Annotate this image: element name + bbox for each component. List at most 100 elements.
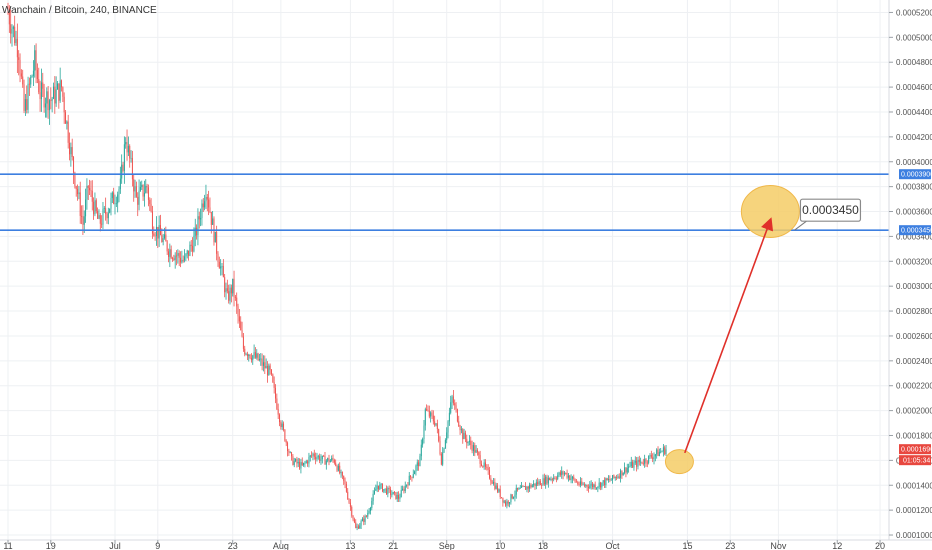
level-price-tag bbox=[899, 169, 931, 180]
candle-body bbox=[126, 142, 128, 153]
candle-body bbox=[463, 432, 465, 440]
candle-body bbox=[462, 429, 464, 440]
price-tick-label: 0.0002800 bbox=[896, 307, 932, 316]
candle-body bbox=[629, 466, 631, 467]
candle-body bbox=[71, 147, 73, 158]
candle-body bbox=[111, 192, 113, 199]
candle-body bbox=[31, 75, 33, 77]
candle-body bbox=[110, 198, 112, 209]
candle-body bbox=[26, 99, 28, 110]
candle-body bbox=[489, 470, 490, 479]
candle-body bbox=[368, 510, 370, 513]
candle-body bbox=[498, 489, 500, 492]
time-tick-label: Sep bbox=[439, 541, 455, 550]
candle-body bbox=[24, 99, 26, 111]
candle-body bbox=[356, 526, 358, 528]
candle-body bbox=[404, 485, 406, 492]
candle-body bbox=[248, 354, 250, 357]
candle-body bbox=[594, 484, 596, 489]
candle-body bbox=[58, 83, 60, 101]
candle-body bbox=[51, 98, 53, 101]
time-tick-label: 19 bbox=[46, 541, 56, 550]
candle-body bbox=[121, 164, 123, 179]
target-highlight-circle[interactable] bbox=[740, 185, 800, 239]
candle-body bbox=[345, 483, 347, 492]
candle-body bbox=[375, 489, 377, 491]
candle-body bbox=[542, 478, 544, 486]
candle-body bbox=[661, 451, 663, 453]
candle-body bbox=[456, 409, 458, 422]
target-arrow[interactable] bbox=[684, 217, 774, 454]
candle-body bbox=[555, 478, 557, 480]
candle-body bbox=[174, 255, 176, 260]
candle-body bbox=[614, 477, 616, 478]
candle-body bbox=[335, 462, 337, 466]
candle-body bbox=[420, 444, 422, 457]
candle-body bbox=[483, 462, 485, 467]
candle-body bbox=[618, 476, 620, 478]
candle-body bbox=[237, 306, 239, 317]
candle-body bbox=[300, 462, 302, 469]
candle-body bbox=[257, 353, 259, 361]
candle-body bbox=[605, 478, 607, 486]
candle-body bbox=[575, 481, 577, 483]
candle-body bbox=[392, 492, 394, 495]
price-tick-label: 0.0004600 bbox=[896, 83, 932, 92]
candle-body bbox=[52, 86, 54, 99]
candle-body bbox=[414, 471, 416, 475]
candle-body bbox=[468, 440, 470, 442]
candle-body bbox=[135, 186, 137, 197]
candle-body bbox=[383, 489, 385, 492]
candle-body bbox=[431, 412, 433, 416]
candle-body bbox=[63, 96, 65, 113]
candle-body bbox=[99, 215, 101, 224]
candle-body bbox=[157, 226, 159, 239]
candle-body bbox=[353, 519, 355, 523]
candle-body bbox=[430, 412, 432, 417]
candle-body bbox=[170, 249, 172, 259]
candle-body bbox=[652, 457, 654, 460]
candle-body bbox=[333, 459, 335, 463]
time-tick-label: Aug bbox=[273, 541, 289, 550]
callout-box[interactable] bbox=[799, 198, 862, 222]
level-price-tag-label: 0.0003900 bbox=[901, 172, 932, 179]
candle-body bbox=[602, 480, 604, 483]
candle-body bbox=[517, 487, 519, 490]
candle-body bbox=[217, 253, 219, 262]
candle-body bbox=[545, 476, 547, 485]
candle-body bbox=[604, 480, 606, 486]
candle-body bbox=[574, 478, 576, 482]
candle-body bbox=[424, 409, 426, 426]
candle-body bbox=[165, 234, 167, 242]
candle-body bbox=[501, 497, 503, 498]
countdown-tag-label: 01:05:34 bbox=[903, 458, 930, 465]
candle-body bbox=[377, 485, 379, 490]
start-highlight-circle[interactable] bbox=[664, 449, 694, 475]
candle-body bbox=[158, 225, 160, 239]
candle-body bbox=[646, 462, 648, 464]
candle-body bbox=[499, 489, 501, 498]
candle-body bbox=[214, 231, 216, 243]
candle-body bbox=[38, 79, 40, 93]
candle-body bbox=[275, 387, 276, 399]
candle-body bbox=[455, 405, 457, 410]
candle-body bbox=[665, 449, 667, 455]
candle-body bbox=[143, 192, 145, 197]
candle-body bbox=[209, 207, 211, 213]
candle-body bbox=[373, 490, 375, 494]
candle-body bbox=[14, 26, 16, 44]
price-tick-label: 0.0003400 bbox=[896, 232, 932, 241]
candle-body bbox=[539, 481, 541, 486]
candle-body bbox=[10, 24, 12, 34]
candle-body bbox=[364, 515, 366, 522]
candle-body bbox=[648, 455, 650, 463]
candle-body bbox=[630, 461, 632, 467]
candle-body bbox=[355, 522, 357, 528]
chart-title: Wanchain / Bitcoin, 240, BINANCE bbox=[2, 5, 157, 16]
candle-body bbox=[551, 478, 553, 480]
candle-body bbox=[494, 482, 496, 489]
candle-body bbox=[523, 486, 525, 488]
candle-body bbox=[479, 455, 481, 464]
candle-body bbox=[260, 358, 262, 360]
